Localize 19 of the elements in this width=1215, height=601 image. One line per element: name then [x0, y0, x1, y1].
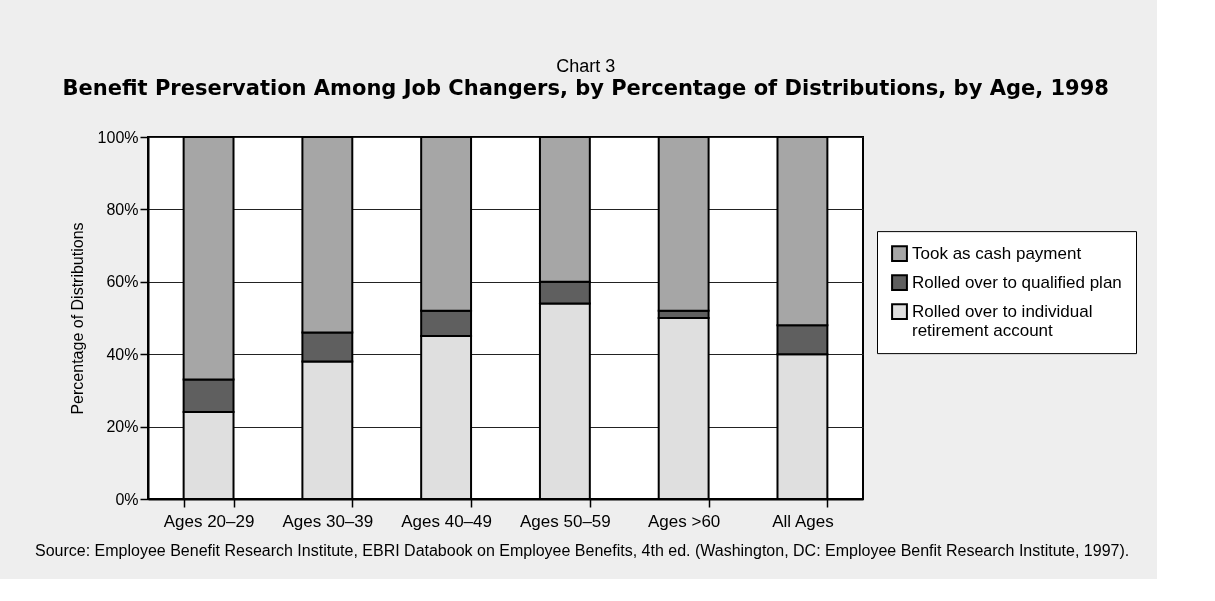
y-tick-label: 60% — [106, 273, 139, 291]
chart-title: Chart 3 — [556, 56, 616, 76]
y-tick-label: 0% — [115, 490, 139, 508]
y-tick-label: 100% — [97, 128, 139, 146]
y-tick-label: 40% — [106, 345, 139, 363]
legend-label: Rolled over to individual retirement account — [912, 301, 1093, 340]
y-tick-label: 80% — [106, 200, 139, 218]
x-tick-label: Ages 40–49 — [401, 511, 492, 531]
legend-label: Took as cash payment — [912, 243, 1082, 263]
legend-label: Rolled over to qualified plan — [912, 272, 1122, 292]
x-tick-label: Ages 20–29 — [163, 511, 255, 531]
x-tick-label: Ages 30–39 — [282, 511, 374, 531]
chart-subtitle: Benefit Preservation Among Job Changers, by Percentage of Distributions, by Age, 1998 — [62, 76, 1109, 100]
x-tick-label: Ages 50–59 — [520, 511, 611, 531]
x-tick-label: Ages >60 — [648, 511, 721, 531]
y-axis-title: Percentage of Distributions — [68, 222, 86, 415]
y-tick-label: 20% — [106, 418, 139, 436]
x-tick-label: All Ages — [772, 511, 834, 531]
source-note: Source: Employee Benefit Research Institute, EBRI Databook on Employee Benefits, 4th ed. (Washington, DC: Employee Benfit Research Institute, 1997). — [35, 542, 1130, 559]
